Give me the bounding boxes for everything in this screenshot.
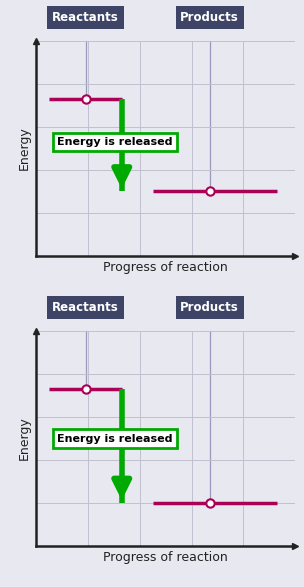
Text: Energy is released: Energy is released [57,137,173,147]
X-axis label: Progress of reaction: Progress of reaction [103,261,228,275]
Y-axis label: Energy: Energy [18,127,31,170]
Text: Products: Products [180,11,239,24]
Text: Products: Products [180,301,239,314]
Text: Reactants: Reactants [52,11,119,24]
X-axis label: Progress of reaction: Progress of reaction [103,551,228,565]
Text: Reactants: Reactants [52,301,119,314]
Text: Energy is released: Energy is released [57,434,173,444]
Y-axis label: Energy: Energy [18,417,31,460]
